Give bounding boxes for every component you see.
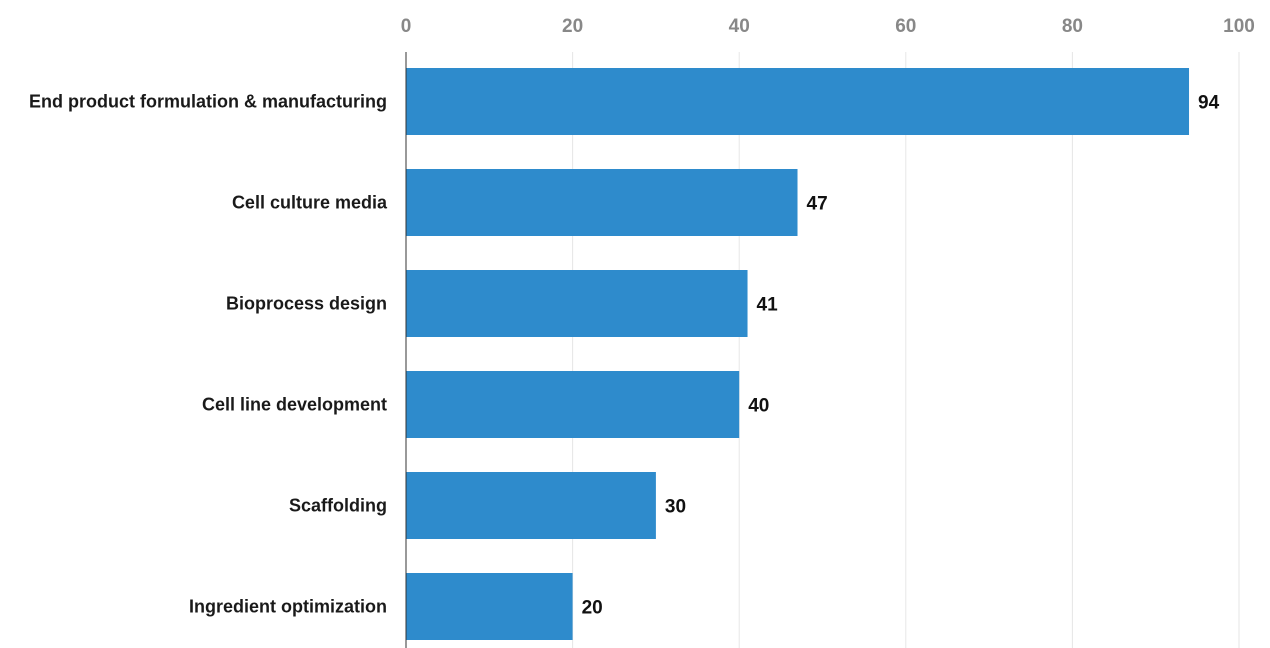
bar bbox=[406, 169, 798, 236]
bar bbox=[406, 68, 1190, 135]
bars bbox=[406, 68, 1190, 640]
category-label: Ingredient optimization bbox=[189, 597, 387, 617]
category-label: Bioprocess design bbox=[226, 294, 387, 314]
category-label: Cell line development bbox=[202, 395, 387, 415]
gridlines bbox=[572, 52, 1240, 648]
value-labels: 94 47 41 40 30 20 bbox=[582, 93, 1220, 619]
data-label: 20 bbox=[582, 598, 603, 619]
data-label: 47 bbox=[807, 194, 828, 215]
data-label: 41 bbox=[757, 295, 779, 316]
x-tick-label: 0 bbox=[401, 16, 412, 37]
x-tick-label: 80 bbox=[1062, 16, 1083, 37]
category-label: Cell culture media bbox=[232, 193, 388, 213]
data-label: 94 bbox=[1198, 93, 1220, 114]
bar bbox=[406, 270, 748, 337]
x-tick-label: 20 bbox=[562, 16, 583, 37]
category-labels: End product formulation & manufacturing C… bbox=[29, 92, 388, 617]
category-label: End product formulation & manufacturing bbox=[29, 92, 387, 112]
x-axis-ticks: 0 20 40 60 80 100 bbox=[401, 16, 1255, 37]
bar bbox=[406, 371, 740, 438]
category-label: Scaffolding bbox=[289, 496, 387, 516]
x-tick-label: 40 bbox=[729, 16, 750, 37]
bar bbox=[406, 472, 656, 539]
data-label: 40 bbox=[748, 396, 769, 417]
data-label: 30 bbox=[665, 497, 686, 518]
x-tick-label: 100 bbox=[1223, 16, 1255, 37]
x-tick-label: 60 bbox=[895, 16, 916, 37]
bar bbox=[406, 573, 573, 640]
